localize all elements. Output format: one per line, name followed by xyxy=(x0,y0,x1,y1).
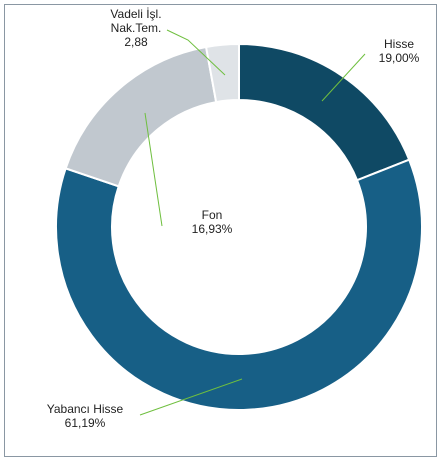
slice-label-1: Yabancı Hisse 61,19% xyxy=(47,402,124,430)
leader-line-0 xyxy=(321,53,366,102)
slice-name-3: Nak.Tem. xyxy=(111,21,162,35)
slice-label-0: Hisse 19,00% xyxy=(379,37,420,65)
slice-name-0: Hisse xyxy=(384,37,414,51)
slice-value-0: 19,00% xyxy=(379,51,420,65)
slice-1 xyxy=(55,158,423,411)
slice-label-3: Vadeli İşl. Nak.Tem. 2,88 xyxy=(110,7,161,49)
slice-label-2: Fon 16,93% xyxy=(192,208,233,236)
slice-value-1: 61,19% xyxy=(65,416,106,430)
slice-name-2: Fon xyxy=(202,208,223,222)
slice-value-3: 2,88 xyxy=(124,35,148,49)
slice-name-3: Vadeli İşl. xyxy=(110,7,161,21)
leader-line-3 xyxy=(166,29,226,76)
slice-2 xyxy=(64,45,218,188)
leader-line-1 xyxy=(139,378,243,416)
slice-value-2: 16,93% xyxy=(192,222,233,236)
slice-name-1: Yabancı Hisse xyxy=(47,402,124,416)
leader-line-2 xyxy=(144,112,163,227)
